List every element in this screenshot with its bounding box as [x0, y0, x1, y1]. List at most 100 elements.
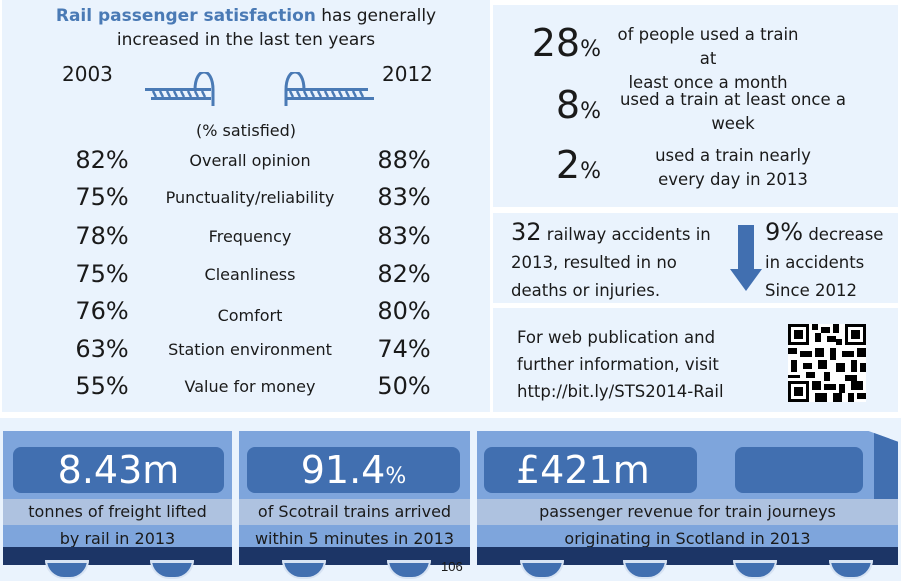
usage-monthly-text: of people used a train at least once a m… — [608, 23, 808, 95]
accidents-line: deaths or injuries. — [511, 281, 661, 300]
accidents-line: railway accidents in — [541, 225, 711, 244]
percent-sign: % — [385, 464, 407, 489]
row-label: Frequency — [208, 227, 292, 246]
train-section: 8.43m tonnes of freight lifted by rail i… — [0, 418, 901, 581]
decrease-value: 9% — [765, 218, 804, 246]
driver-window — [735, 447, 863, 493]
title-highlight: Rail passenger satisfaction — [55, 6, 316, 26]
usage-text-line: used a train nearly — [655, 146, 811, 165]
car-floor — [477, 547, 898, 565]
accidents-line: 2013, resulted in no — [511, 253, 677, 272]
web-url-link[interactable]: http://bit.ly/STS2014-Rail — [517, 382, 724, 401]
year-2012: 2012 — [382, 62, 433, 86]
decrease-line: Since 2012 — [765, 281, 857, 300]
usage-daily-text: used a train nearly every day in 2013 — [633, 144, 833, 192]
satisfaction-row: 63% Station environment 74% — [2, 335, 490, 371]
usage-number: 8 — [555, 83, 581, 127]
freight-text: tonnes of freight lifted by rail in 2013 — [3, 498, 232, 552]
satisfaction-subhead: (% satisfied) — [195, 121, 297, 140]
row-label: Punctuality/reliability — [165, 188, 335, 207]
car-floor — [239, 547, 470, 565]
wheel-icon — [829, 560, 873, 579]
usage-text-line: used a train at least once a — [619, 90, 847, 109]
punctuality-value: 91.4% — [247, 447, 460, 493]
accidents-text: 32 railway accidents in 2013, resulted i… — [511, 218, 711, 305]
usage-monthly-value: 28% — [491, 21, 601, 65]
percent-sign: % — [580, 37, 601, 62]
value-2003: 55% — [75, 372, 129, 400]
web-line: For web publication and — [517, 328, 716, 347]
value-2003: 76% — [75, 297, 129, 325]
value-2012: 50% — [377, 372, 431, 400]
value-2003: 82% — [75, 146, 129, 174]
wheel-icon — [733, 560, 777, 579]
wheel-icon — [45, 560, 89, 579]
locomotive-nose — [874, 431, 898, 511]
freight-line: by rail in 2013 — [59, 529, 176, 548]
wheel-icon — [623, 560, 667, 579]
usage-number: 28 — [531, 21, 581, 65]
usage-daily-value: 2% — [491, 143, 601, 187]
row-label: Comfort — [217, 306, 283, 325]
row-label: Station environment — [168, 340, 332, 359]
web-line: further information, visit — [517, 355, 719, 374]
usage-text-line: every day in 2013 — [658, 170, 808, 189]
usage-text-line: of people used a train at — [617, 25, 799, 68]
decrease-text: 9% decrease in accidents Since 2012 — [765, 218, 883, 305]
train-car-punctuality: 91.4% of Scotrail trains arrived within … — [239, 431, 470, 565]
value-2012: 74% — [377, 335, 431, 363]
car-stripe — [239, 499, 470, 525]
revenue-value: £421m — [484, 447, 697, 493]
usage-panel: 28% of people used a train at least once… — [493, 5, 898, 207]
freight-value: 8.43m — [13, 447, 224, 493]
satisfaction-row: 55% Value for money 50% — [2, 372, 490, 408]
row-label: Overall opinion — [189, 151, 311, 170]
web-info-panel: For web publication and further informat… — [493, 308, 898, 412]
punctuality-line: of Scotrail trains arrived — [257, 502, 452, 521]
punctuality-text: of Scotrail trains arrived within 5 minu… — [239, 498, 470, 552]
rail-track-left-icon — [145, 72, 215, 106]
title-line-2: increased in the last ten years — [116, 30, 376, 50]
freight-line: tonnes of freight lifted — [28, 502, 207, 521]
car-stripe — [3, 499, 232, 525]
value-2003: 63% — [75, 335, 129, 363]
satisfaction-row: 82% Overall opinion 88% — [2, 146, 490, 182]
value-2003: 75% — [75, 260, 129, 288]
row-label: Cleanliness — [204, 265, 296, 284]
satisfaction-row: 76% Comfort 80% — [2, 297, 490, 333]
train-car-freight: 8.43m tonnes of freight lifted by rail i… — [3, 431, 232, 565]
wheel-icon — [387, 560, 431, 579]
car-stripe — [477, 499, 898, 525]
value-2003: 75% — [75, 183, 129, 211]
usage-number: 2 — [555, 143, 581, 187]
row-label: Value for money — [184, 377, 316, 396]
percent-sign: % — [580, 159, 601, 184]
percent-sign: % — [580, 99, 601, 124]
usage-weekly-value: 8% — [491, 83, 601, 127]
value-2003: 78% — [75, 222, 129, 250]
qr-code-icon[interactable] — [788, 324, 866, 402]
value-2012: 80% — [377, 297, 431, 325]
satisfaction-title: Rail passenger satisfaction has generall… — [2, 4, 490, 52]
wheel-icon — [282, 560, 326, 579]
punctuality-number: 91.4 — [300, 448, 386, 492]
accidents-count: 32 — [511, 218, 542, 246]
decrease-line: in accidents — [765, 253, 865, 272]
usage-text-line: week — [711, 114, 755, 133]
car-floor — [3, 547, 232, 565]
web-info-text: For web publication and further informat… — [517, 324, 724, 405]
usage-weekly-text: used a train at least once a week — [608, 88, 858, 136]
down-arrow-icon — [730, 225, 762, 291]
revenue-line: originating in Scotland in 2013 — [564, 529, 811, 548]
train-car-revenue: £421m passenger revenue for train journe… — [477, 431, 898, 565]
value-2012: 83% — [377, 183, 431, 211]
value-2012: 83% — [377, 222, 431, 250]
rail-track-right-icon — [284, 72, 374, 106]
satisfaction-row: 78% Frequency 83% — [2, 222, 490, 258]
satisfaction-panel: Rail passenger satisfaction has generall… — [2, 0, 490, 412]
year-2003: 2003 — [62, 62, 113, 86]
usage-text-line: least once a month — [628, 73, 788, 92]
satisfaction-row: 75% Punctuality/reliability 83% — [2, 183, 490, 219]
satisfaction-row: 75% Cleanliness 82% — [2, 260, 490, 296]
accidents-panel: 32 railway accidents in 2013, resulted i… — [493, 213, 898, 303]
